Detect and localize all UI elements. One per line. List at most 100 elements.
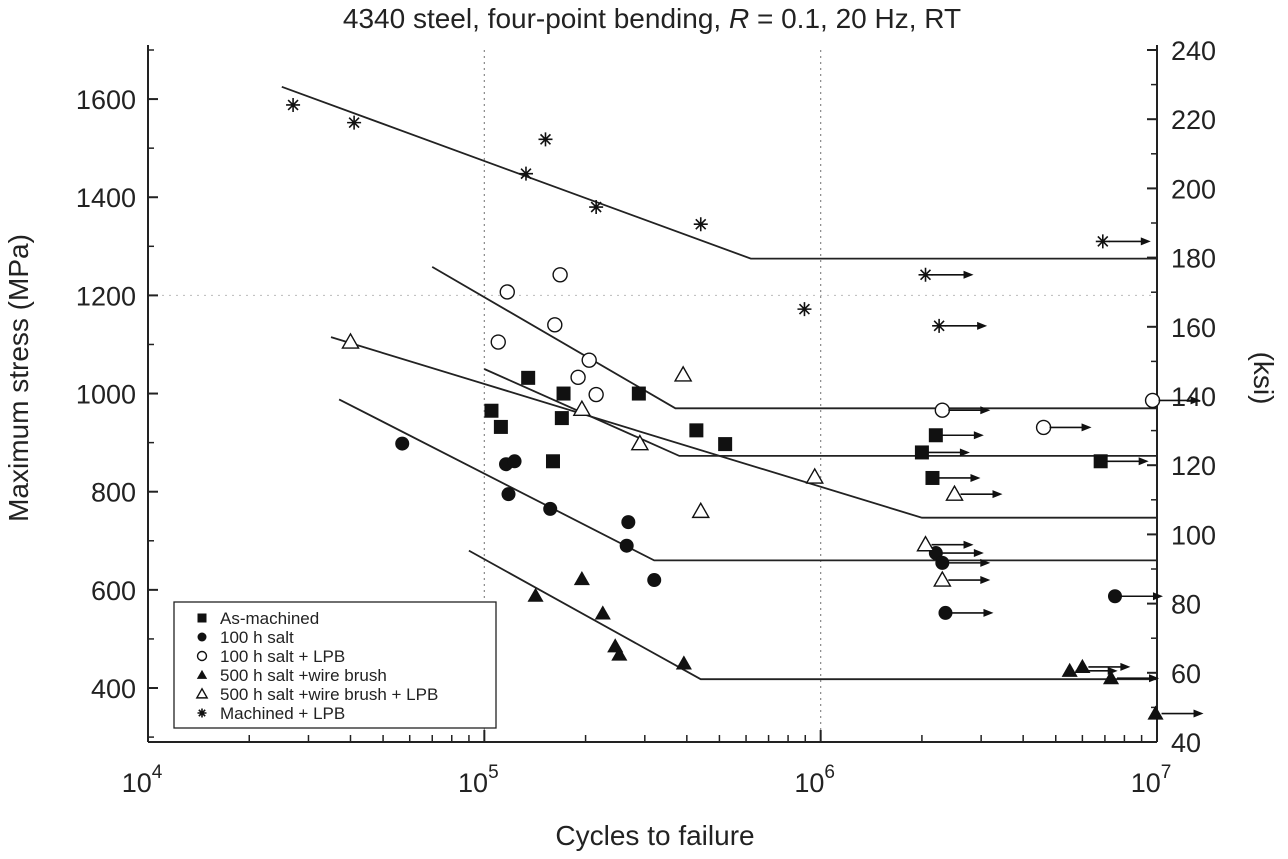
- runout-arrow-series-1-head: [973, 431, 984, 440]
- legend-marker-series-6: [197, 708, 207, 718]
- runout-point-series-5: [933, 570, 952, 587]
- runout-point-series-2: [938, 605, 953, 620]
- runout-arrow-series-3-head: [980, 406, 991, 415]
- fit-line-series-6: [281, 85, 1157, 260]
- legend-label-series-2: 100 h salt: [220, 628, 294, 647]
- legend-label-series-6: Machined + LPB: [220, 704, 345, 723]
- runout-arrow-series-6-head: [1140, 237, 1151, 246]
- data-point-series-4: [675, 655, 692, 670]
- runout-arrow-series-5-head: [992, 490, 1003, 499]
- y2-tick-label: 200: [1171, 174, 1216, 204]
- data-point-series-1: [493, 419, 508, 434]
- runout-point-series-3: [1144, 392, 1161, 409]
- data-point-series-1: [484, 403, 499, 418]
- legend-label-series-3: 100 h salt + LPB: [220, 647, 345, 666]
- runout-arrow-series-2-head: [1152, 592, 1163, 601]
- legend-marker-series-4: [196, 669, 208, 679]
- runout-arrow-series-4-head: [1120, 662, 1131, 671]
- title-part-2: = 0.1, 20 Hz, RT: [749, 3, 961, 34]
- x-tick-label: 107: [1131, 762, 1172, 798]
- data-point-series-3: [552, 267, 568, 283]
- runout-point-series-6: [1095, 234, 1110, 249]
- x-axis-label: Cycles to failure: [555, 820, 754, 851]
- data-point-series-5: [673, 365, 693, 382]
- runout-arrow-series-3-head: [1081, 423, 1092, 432]
- data-point-series-2: [647, 573, 662, 588]
- data-point-series-1: [689, 423, 704, 438]
- y-tick-label: 1200: [76, 281, 136, 311]
- data-point-series-2: [507, 454, 522, 469]
- y-tick-label: 800: [91, 478, 136, 508]
- runout-point-series-3: [934, 402, 951, 418]
- runout-point-series-4: [1147, 705, 1164, 720]
- title-part-1: 4340 steel, four-point bending,: [343, 3, 729, 34]
- runout-arrow-series-6-head: [963, 270, 974, 279]
- data-point-series-3: [581, 352, 597, 368]
- runout-point-series-1: [914, 445, 929, 460]
- runout-arrow-series-2-head: [980, 558, 991, 567]
- data-point-series-2: [543, 501, 558, 516]
- legend-label-series-4: 500 h salt +wire brush: [220, 666, 387, 685]
- chart-title: 4340 steel, four-point bending, R = 0.1,…: [343, 3, 961, 34]
- runout-point-series-2: [1107, 589, 1122, 604]
- data-point-series-5: [691, 501, 711, 519]
- fit-line-series-4: [468, 549, 1157, 681]
- y2-tick-label: 160: [1171, 313, 1216, 343]
- legend-label-series-1: As-machined: [220, 609, 319, 628]
- runout-point-series-5: [916, 535, 935, 552]
- runout-arrow-series-2-head: [983, 608, 994, 617]
- data-point-series-4: [594, 605, 611, 620]
- data-point-series-5: [630, 434, 650, 451]
- y-tick-label: 400: [91, 674, 136, 704]
- plot-layer: 104 105 106 107 400 600 800 1000 1200 1400 1600 40 6…: [76, 36, 1216, 798]
- data-point-series-2: [621, 515, 636, 530]
- legend-marker-series-3: [196, 650, 208, 662]
- data-point-series-1: [631, 386, 646, 401]
- y2-tick-label: 220: [1171, 105, 1216, 135]
- data-point-series-3: [490, 334, 506, 350]
- data-point-series-3: [547, 317, 563, 333]
- data-point-series-3: [499, 284, 515, 300]
- y2-tick-label: 100: [1171, 520, 1216, 550]
- data-point-series-6: [797, 302, 812, 317]
- runout-arrow-series-1-head: [959, 448, 970, 457]
- data-point-series-2: [395, 436, 410, 451]
- title-part-italic: R: [729, 3, 749, 34]
- runout-point-series-4: [1102, 670, 1120, 685]
- data-point-series-4: [611, 646, 628, 661]
- fit-line-series-1: [483, 368, 1157, 457]
- runout-point-series-2: [935, 555, 950, 570]
- runout-point-series-6: [932, 318, 947, 333]
- runout-arrow-series-6-head: [977, 321, 988, 330]
- runout-arrow-series-3-head: [1190, 396, 1201, 405]
- fit-line-series-5: [330, 336, 1157, 519]
- data-point-series-6: [347, 115, 362, 130]
- y2-tick-label: 80: [1171, 590, 1201, 620]
- data-point-series-3: [588, 386, 604, 403]
- y2-axis-label: (ksi): [1248, 352, 1279, 405]
- data-point-series-5: [341, 332, 360, 349]
- x-tick-label: 106: [794, 762, 835, 798]
- legend-marker-series-5: [195, 687, 209, 699]
- runout-point-series-1: [925, 470, 940, 485]
- y2-tick-label: 140: [1171, 382, 1216, 412]
- fit-line-series-3: [431, 266, 1157, 410]
- runout-point-series-1: [928, 428, 943, 443]
- runout-arrow-series-5-head: [980, 576, 991, 585]
- runout-arrow-series-1-head: [970, 473, 981, 482]
- data-point-series-5: [572, 399, 592, 416]
- y-tick-label: 1400: [76, 183, 136, 213]
- y-tick-label: 1600: [76, 85, 136, 115]
- runout-point-series-5: [945, 484, 964, 501]
- runout-point-series-1: [1093, 454, 1108, 469]
- fit-line-series-2: [338, 398, 1157, 562]
- data-point-series-6: [286, 97, 301, 112]
- runout-point-series-3: [1035, 419, 1052, 436]
- legend-marker-series-1: [197, 613, 207, 623]
- legend-label-series-5: 500 h salt +wire brush + LPB: [220, 685, 438, 704]
- legend-marker-series-2: [197, 632, 207, 642]
- y-tick-label: 600: [91, 576, 136, 606]
- y2-tick-label: 180: [1171, 244, 1216, 274]
